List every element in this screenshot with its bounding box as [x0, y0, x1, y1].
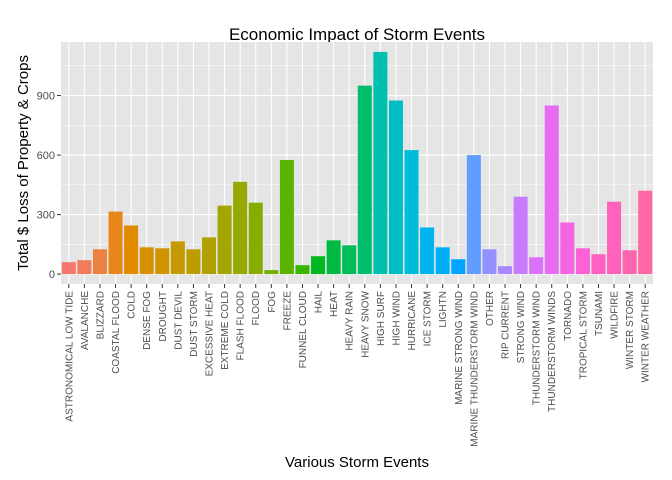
- bar-wildfire: [607, 201, 622, 275]
- bar-heavy-rain: [342, 245, 357, 275]
- bar-coastal-flood: [108, 211, 123, 275]
- bar-avalanche: [77, 260, 92, 275]
- bar-thunderstorm-wind: [529, 257, 544, 275]
- x-tick-label: EXTREME COLD: [220, 291, 231, 370]
- bar-dust-devil: [170, 241, 185, 275]
- x-tick-label: HEAVY RAIN: [345, 291, 356, 351]
- y-tick-label: 900: [37, 91, 55, 103]
- x-tick-label: HIGH WIND: [391, 291, 402, 345]
- x-tick-label: DROUGHT: [158, 291, 169, 342]
- bar-high-wind: [388, 100, 403, 275]
- x-tick-label: DUST DEVIL: [173, 291, 184, 350]
- bar-dust-storm: [186, 249, 201, 275]
- bar-other: [482, 249, 497, 275]
- bar-tropical-storm: [575, 248, 590, 275]
- x-tick-label: WINTER STORM: [625, 291, 636, 369]
- x-tick-label: THUNDERSTORM WIND: [532, 291, 543, 405]
- bar-freeze: [279, 160, 294, 275]
- bar-astronomical-low-tide: [61, 262, 76, 275]
- bar-excessive-heat: [201, 237, 217, 275]
- x-tick-label: RIP CURRENT: [501, 291, 512, 359]
- bar-lightn: [435, 247, 450, 275]
- bar-hurricane: [404, 150, 419, 275]
- bar-tornado: [560, 222, 575, 275]
- bar-winter-weather: [638, 190, 653, 275]
- x-tick-label: FUNNEL CLOUD: [298, 291, 309, 368]
- x-tick-label: OTHER: [485, 291, 496, 326]
- bar-heat: [326, 240, 341, 275]
- bar-marine-thunderstorm-wind: [466, 155, 481, 275]
- x-tick-label: TSUNAMI: [594, 291, 605, 336]
- x-axis-ticks: ASTRONOMICAL LOW TIDE AVALANCHE BLIZZARD CO…: [64, 284, 652, 447]
- x-tick-label: FREEZE: [282, 291, 293, 331]
- x-tick-label: MARINE STRONG WIND: [454, 291, 465, 405]
- bar-ice-storm: [420, 227, 435, 275]
- bar-thunderstorm-winds: [544, 105, 559, 275]
- y-axis-ticks: 0 300 600 900: [37, 91, 61, 281]
- bars: [61, 51, 653, 275]
- x-tick-label: DUST STORM: [189, 291, 200, 357]
- x-tick-label: WINTER WEATHER: [641, 291, 652, 382]
- x-tick-label: TROPICAL STORM: [578, 291, 589, 379]
- bar-strong-wind: [513, 196, 528, 275]
- x-tick-label: MARINE THUNDERSTORM WIND: [469, 291, 480, 447]
- bar-extreme-cold: [217, 205, 232, 275]
- x-tick-label: HAIL: [314, 291, 325, 314]
- bar-blizzard: [92, 249, 107, 275]
- bar-flood: [248, 202, 263, 275]
- x-tick-label: COASTAL FLOOD: [111, 291, 122, 374]
- y-tick-label: 600: [37, 150, 55, 162]
- x-tick-label: COLD: [127, 291, 138, 319]
- x-tick-label: FLOOD: [251, 291, 262, 325]
- x-tick-label: FLASH FLOOD: [236, 291, 247, 360]
- x-axis-label: Various Storm Events: [285, 454, 429, 471]
- x-tick-label: HIGH SURF: [376, 291, 387, 346]
- x-tick-label: STRONG WIND: [516, 291, 527, 363]
- bar-dense-fog: [139, 247, 154, 275]
- bar-funnel-cloud: [295, 265, 310, 275]
- x-tick-label: ICE STORM: [423, 291, 434, 346]
- x-tick-label: DENSE FOG: [142, 291, 153, 350]
- x-tick-label: FOG: [267, 291, 278, 313]
- bar-flash-flood: [233, 181, 248, 275]
- y-tick-label: 300: [37, 210, 55, 222]
- x-tick-label: BLIZZARD: [95, 291, 106, 339]
- bar-tsunami: [591, 254, 606, 275]
- bar-fog: [264, 270, 279, 275]
- y-tick-label: 0: [49, 269, 55, 281]
- bar-cold: [124, 225, 139, 275]
- x-tick-label: WILDFIRE: [610, 291, 621, 339]
- y-axis-label: Total $ Loss of Property & Crops: [15, 55, 32, 271]
- x-tick-label: EXCESSIVE HEAT: [205, 291, 216, 376]
- x-tick-label: ASTRONOMICAL LOW TIDE: [64, 291, 75, 422]
- bar-rip-current: [497, 266, 513, 275]
- bar-heavy-snow: [357, 85, 372, 275]
- x-tick-label: LIGHTN: [438, 291, 449, 328]
- x-tick-label: HURRICANE: [407, 291, 418, 351]
- x-tick-label: HEAT: [329, 291, 340, 317]
- bar-winter-storm: [622, 250, 637, 275]
- x-tick-label: HEAVY SNOW: [360, 290, 371, 357]
- x-tick-label: THUNDERSTORM WINDS: [547, 291, 558, 412]
- bar-marine-strong-wind: [451, 259, 466, 275]
- chart-title: Economic Impact of Storm Events: [229, 25, 485, 44]
- bar-drought: [155, 248, 170, 275]
- x-tick-label: TORNADO: [563, 291, 574, 341]
- x-tick-label: AVALANCHE: [80, 291, 91, 350]
- bar-high-surf: [373, 51, 388, 275]
- bar-hail: [311, 256, 326, 275]
